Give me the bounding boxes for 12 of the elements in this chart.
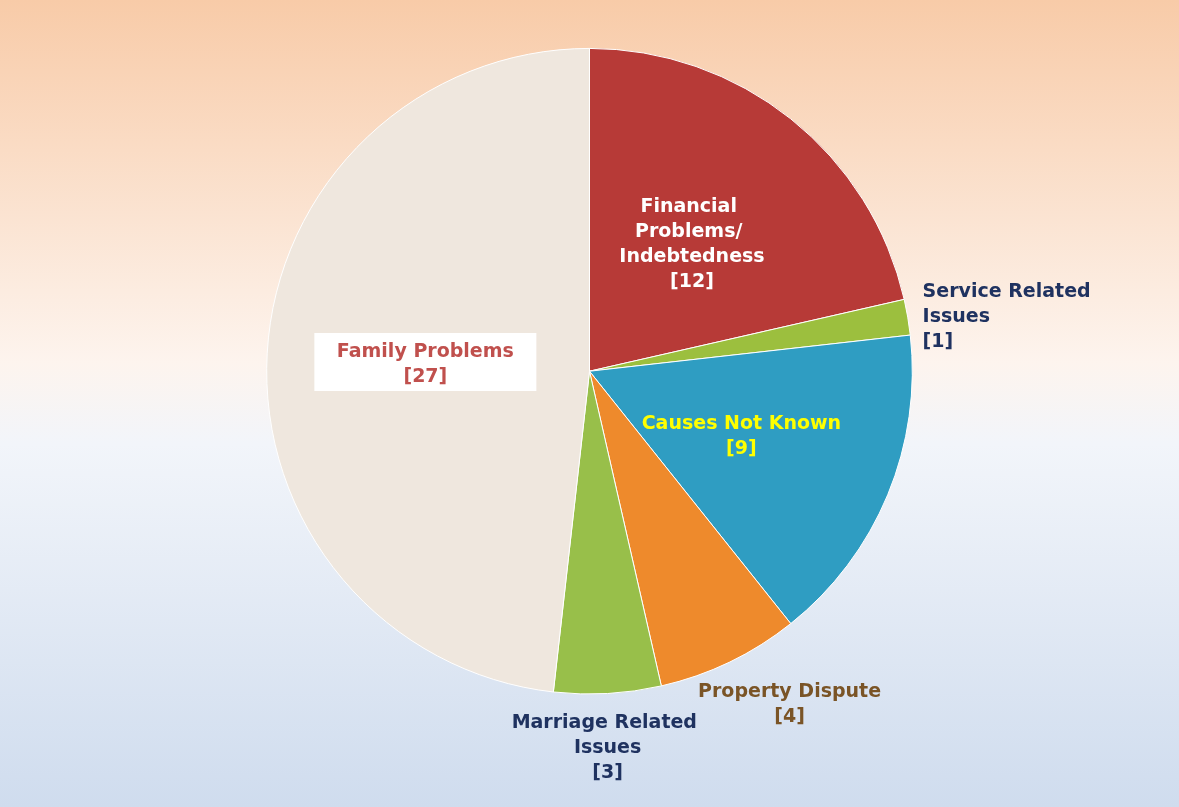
slice-label: Property Dispute: [698, 678, 882, 701]
data-label: [9]: [726, 435, 757, 458]
data-label: [3]: [592, 760, 623, 783]
slice-label: Marriage Related Issues: [511, 710, 704, 758]
data-label: [27]: [403, 363, 448, 386]
data-label: [12]: [670, 269, 714, 292]
slice-label: Causes Not Known: [641, 410, 842, 433]
slice-label: Family Problems: [336, 338, 514, 361]
data-label: [4]: [774, 703, 805, 726]
slice-label: Service Related Issues: [922, 279, 1098, 327]
data-label: [1]: [922, 329, 954, 352]
slice-label: Financial Problems/ Indebtedness: [619, 194, 765, 267]
